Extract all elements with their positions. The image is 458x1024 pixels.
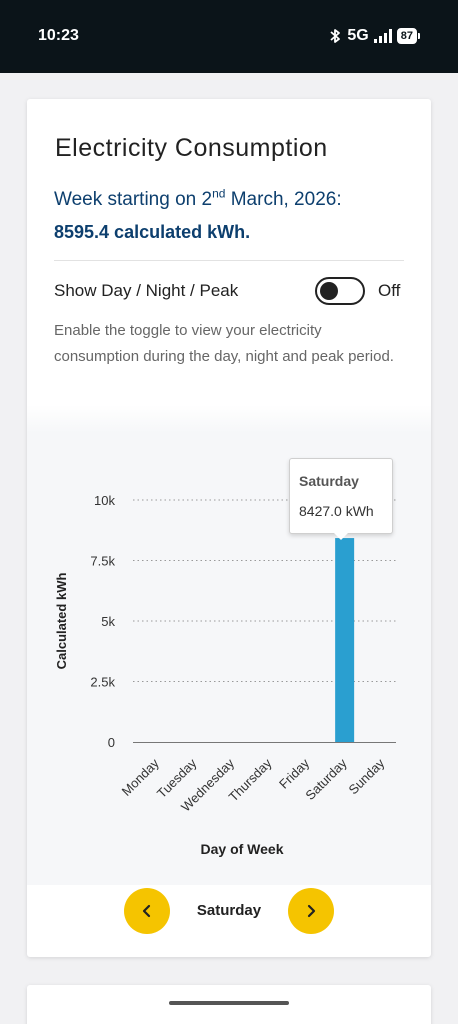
current-day-label: Saturday — [196, 902, 262, 919]
y-tick-label: 7.5k — [90, 554, 115, 569]
x-tick-label: Sunday — [346, 755, 388, 797]
y-tick-label: 0 — [108, 735, 115, 750]
status-bar: 10:23 5G 87 — [0, 0, 458, 73]
chevron-right-icon — [307, 904, 316, 918]
next-day-button[interactable] — [288, 888, 334, 934]
week-prefix: Week starting on 2 — [54, 189, 213, 210]
status-time: 10:23 — [38, 27, 79, 44]
week-suffix: March, 2026: — [225, 189, 342, 210]
chevron-left-icon — [142, 904, 151, 918]
total-consumption: 8595.4 calculated kWh. — [54, 222, 251, 242]
divider — [54, 260, 404, 261]
bluetooth-icon — [330, 29, 341, 43]
bar-saturday — [335, 538, 355, 742]
battery-level: 87 — [396, 28, 417, 44]
x-tick-label: Friday — [276, 755, 312, 791]
y-tick-label: 5k — [101, 614, 115, 629]
toggle-state: Off — [378, 281, 401, 300]
day-night-peak-toggle[interactable] — [315, 277, 365, 305]
chart-tooltip: Saturday 8427.0 kWh — [289, 458, 393, 540]
card-title: Electricity Consumption — [55, 134, 328, 162]
status-icons: 5G 87 — [328, 27, 420, 45]
x-tick-label: Saturday — [302, 755, 350, 803]
signal-icon — [373, 29, 392, 43]
battery-icon: 87 — [396, 28, 420, 44]
tooltip-title: Saturday — [299, 473, 359, 489]
network-type: 5G — [347, 27, 369, 44]
y-tick-label: 10k — [94, 493, 115, 508]
home-indicator[interactable] — [169, 1001, 289, 1005]
toggle-knob — [320, 282, 338, 300]
previous-day-button[interactable] — [124, 888, 170, 934]
week-ordinal: nd — [212, 186, 226, 201]
tooltip-arrow — [334, 533, 348, 540]
toggle-help-text: Enable the toggle to view your electrici… — [54, 322, 394, 365]
consumption-chart: 02.5k5k7.5k10kMondayTuesdayWednesdayThur… — [54, 493, 396, 857]
day-navigation: Saturday — [27, 880, 431, 942]
x-axis-title: Day of Week — [201, 841, 284, 857]
y-tick-label: 2.5k — [90, 675, 115, 690]
toggle-label: Show Day / Night / Peak — [54, 281, 239, 300]
week-heading: Week starting on 2nd March, 2026: — [54, 186, 342, 211]
y-axis-title: Calculated kWh — [54, 573, 69, 670]
tooltip-value: 8427.0 kWh — [299, 503, 374, 519]
